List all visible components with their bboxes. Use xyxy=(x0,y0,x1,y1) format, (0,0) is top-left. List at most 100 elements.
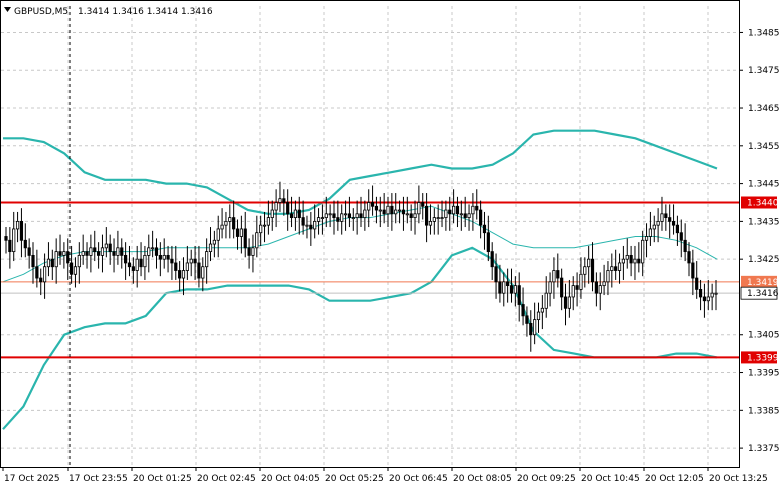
candle xyxy=(594,272,598,307)
candle xyxy=(289,196,294,228)
y-tick-label: 1.3485 xyxy=(748,28,780,38)
candle xyxy=(58,234,62,265)
triangle-down-icon[interactable] xyxy=(4,7,11,12)
candle xyxy=(687,242,691,277)
bollinger-upper-line xyxy=(3,129,718,215)
candle xyxy=(286,189,290,231)
candle xyxy=(313,204,317,239)
candle xyxy=(35,249,39,288)
candle xyxy=(625,238,629,269)
candle xyxy=(104,227,108,258)
candle xyxy=(73,257,78,288)
candle xyxy=(525,306,529,337)
candle xyxy=(347,196,352,228)
candle xyxy=(205,238,209,284)
y-tick-label: 1.3425 xyxy=(748,255,780,265)
candle xyxy=(282,189,286,216)
candle xyxy=(216,215,220,258)
candle xyxy=(69,245,74,284)
candle xyxy=(320,204,325,235)
candle xyxy=(683,223,687,262)
candle xyxy=(702,283,707,318)
candle xyxy=(197,245,201,288)
candle xyxy=(486,215,490,262)
candle xyxy=(135,245,139,288)
y-tick-label: 1.3445 xyxy=(748,180,780,190)
candle xyxy=(583,257,587,288)
candle xyxy=(301,200,305,235)
candle xyxy=(54,238,58,284)
level-label-bg xyxy=(741,275,777,288)
candle xyxy=(710,283,714,311)
candle xyxy=(560,268,564,311)
candle xyxy=(166,245,170,273)
candle xyxy=(567,279,571,318)
candle xyxy=(459,200,463,231)
candle xyxy=(698,279,703,311)
candle xyxy=(621,245,625,280)
candle xyxy=(652,215,656,243)
candle xyxy=(46,242,51,277)
candle xyxy=(610,253,614,288)
candle xyxy=(232,200,236,239)
candle xyxy=(571,276,575,311)
candle xyxy=(332,200,336,235)
candle xyxy=(556,253,560,288)
x-tick-label: 20 Oct 02:45 xyxy=(197,474,256,484)
candle xyxy=(513,276,517,307)
candle xyxy=(467,204,471,231)
candle xyxy=(370,185,375,216)
candle xyxy=(8,227,12,269)
candle xyxy=(208,227,213,262)
candle xyxy=(587,245,591,284)
candle xyxy=(39,268,43,296)
candle xyxy=(220,208,224,239)
x-tick-label: 20 Oct 04:05 xyxy=(261,474,320,484)
candle xyxy=(506,268,510,303)
candle xyxy=(498,264,502,303)
candle xyxy=(660,196,664,231)
candle xyxy=(417,185,421,224)
candle xyxy=(455,196,460,228)
candle xyxy=(89,234,93,273)
candle xyxy=(93,230,97,262)
candle xyxy=(479,200,483,239)
candle xyxy=(374,196,379,224)
price-axis[interactable]: 1.3485 1.3475 1.3465 1.3455 1.3445 1.3435 1.34… xyxy=(739,28,780,454)
candle xyxy=(452,189,456,224)
candle xyxy=(521,287,525,326)
candle xyxy=(340,204,344,235)
candle xyxy=(471,193,475,231)
candle xyxy=(158,242,162,277)
candle xyxy=(405,196,409,224)
candle xyxy=(386,196,390,228)
candle xyxy=(147,234,151,273)
candle xyxy=(552,257,556,299)
candle xyxy=(367,189,371,228)
candle xyxy=(656,208,660,243)
candle xyxy=(31,242,35,284)
candle xyxy=(633,245,637,280)
candle xyxy=(540,295,544,330)
candle xyxy=(12,211,16,262)
candle xyxy=(529,310,533,352)
candle xyxy=(475,189,479,220)
candle xyxy=(714,279,718,311)
x-tick-label: 20 Oct 08:05 xyxy=(453,474,512,484)
candle xyxy=(695,261,699,299)
candle xyxy=(270,200,274,231)
time-axis[interactable]: 17 Oct 2025 17 Oct 23:55 20 Oct 01:25 20 Oc… xyxy=(2,467,768,484)
candle xyxy=(100,234,105,273)
candle xyxy=(201,257,205,292)
candle xyxy=(359,196,363,228)
candle xyxy=(66,238,70,280)
candles xyxy=(4,181,718,352)
candle xyxy=(409,204,413,231)
candle xyxy=(193,245,197,280)
candle xyxy=(440,200,444,228)
candle xyxy=(428,204,433,235)
candle xyxy=(490,242,494,280)
candle xyxy=(401,196,406,231)
